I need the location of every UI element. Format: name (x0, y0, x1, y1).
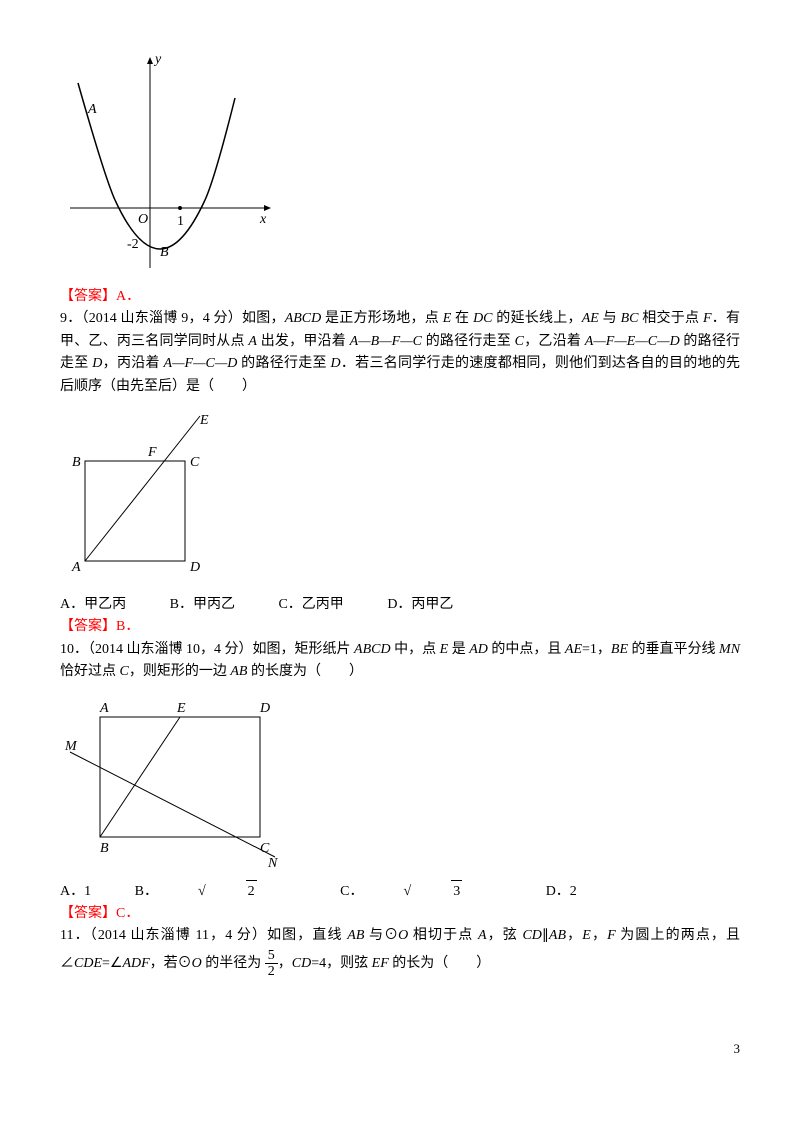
q8-answer: 【答案】A． (60, 286, 740, 308)
svg-text:N: N (267, 856, 278, 871)
q10-options: A．1 B．√2 C．√3 D．2 (60, 880, 740, 903)
page-number: 3 (60, 1039, 740, 1060)
axis-y-label: y (153, 52, 162, 67)
q9-options: A．甲乙丙 B．甲丙乙 C．乙丙甲 D．丙甲乙 (60, 594, 740, 616)
svg-text:F: F (147, 445, 157, 460)
svg-text:B: B (72, 455, 81, 470)
point-a: A (87, 102, 97, 117)
figure-parabola: y x O 1 -2 A B (60, 48, 280, 278)
figure-square: B C A D E F (60, 406, 220, 586)
q10-opt-c: C．√3 (340, 880, 502, 903)
svg-text:E: E (176, 701, 186, 716)
q10-opt-b: B．√2 (135, 880, 297, 903)
q11-text: 11．（2014 山东淄博 11，4 分）如图，直线 AB 与⊙O 相切于点 A… (60, 925, 740, 979)
svg-text:B: B (100, 841, 109, 856)
axis-x-label: x (259, 212, 267, 227)
q10-answer: 【答案】C． (60, 903, 740, 925)
point-b: B (160, 245, 169, 260)
svg-text:E: E (199, 413, 209, 428)
svg-text:D: D (259, 701, 270, 716)
figure-rect: A D E B C M N (60, 692, 290, 872)
answer-value: A． (116, 289, 140, 304)
neg2-label: -2 (127, 237, 139, 252)
q9-answer: 【答案】B． (60, 616, 740, 638)
origin-label: O (138, 212, 148, 227)
q9-opt-b: B．甲丙乙 (170, 594, 235, 616)
q10-text: 10．（2014 山东淄博 10，4 分）如图，矩形纸片 ABCD 中，点 E … (60, 639, 740, 684)
q9-opt-a: A．甲乙丙 (60, 594, 126, 616)
svg-text:M: M (64, 739, 78, 754)
svg-text:D: D (189, 560, 200, 575)
q9-text: 9．（2014 山东淄博 9，4 分）如图，ABCD 是正方形场地，点 E 在 … (60, 308, 740, 398)
q9-opt-d: D．丙甲乙 (387, 594, 453, 616)
tick-1: 1 (177, 214, 184, 229)
q10-opt-a: A．1 (60, 881, 91, 903)
svg-text:C: C (190, 455, 200, 470)
svg-text:C: C (260, 841, 270, 856)
q10-opt-d: D．2 (546, 881, 577, 903)
svg-text:A: A (99, 701, 109, 716)
svg-text:A: A (71, 560, 81, 575)
q9-opt-c: C．乙丙甲 (278, 594, 343, 616)
answer-label: 【答案】 (60, 289, 116, 304)
